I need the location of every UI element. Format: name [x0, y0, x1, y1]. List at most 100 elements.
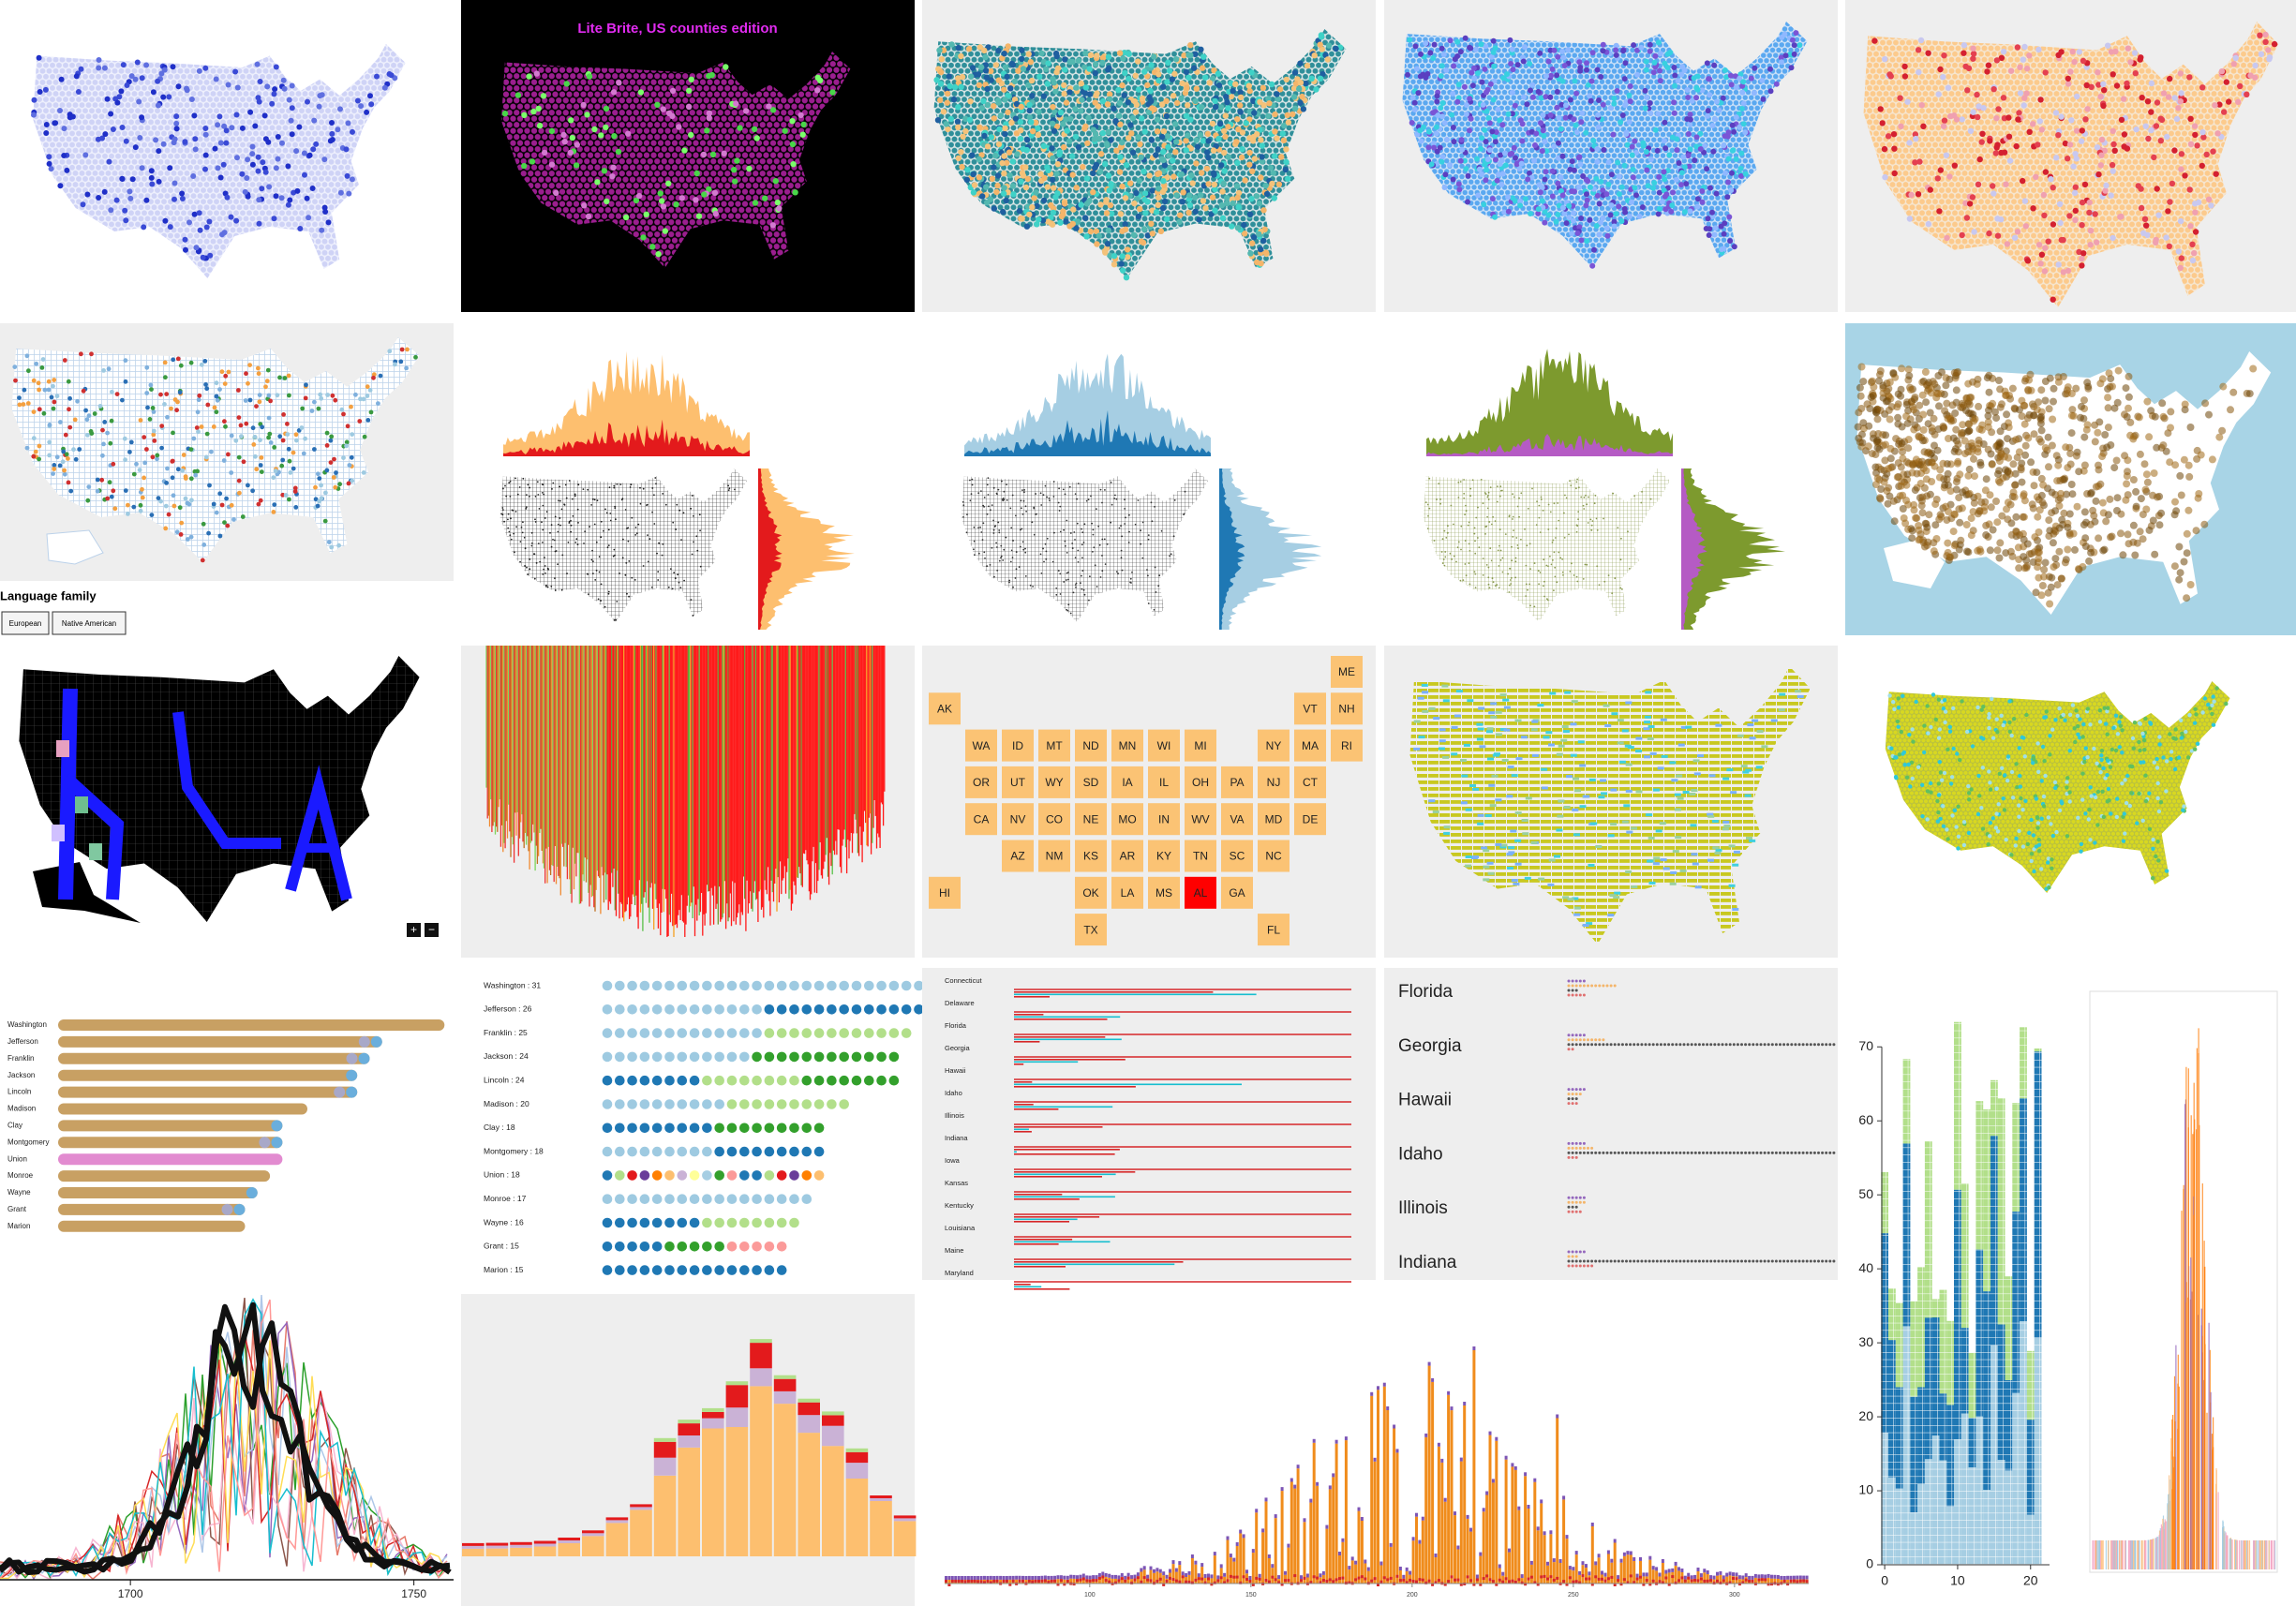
filter-button[interactable] — [52, 611, 127, 635]
map-dot — [1559, 192, 1566, 199]
state-tile-label[interactable]: SD — [1083, 776, 1099, 789]
map-dot — [1055, 587, 1058, 589]
map-dot — [1583, 202, 1589, 209]
state-tile-label[interactable]: IA — [1122, 776, 1132, 789]
map-dot — [1624, 141, 1631, 148]
map-dot — [197, 393, 202, 398]
map-dot — [2048, 488, 2056, 497]
state-tile-label[interactable]: UT — [1010, 776, 1026, 789]
map-dot — [1899, 505, 1907, 513]
map-dot — [1946, 375, 1954, 383]
state-tile-label[interactable]: VT — [1303, 702, 1318, 715]
map-dot — [354, 97, 361, 104]
map-dot — [1857, 363, 1866, 371]
map-dot — [1956, 518, 1964, 527]
map-dot — [1647, 110, 1654, 116]
state-tile-label[interactable]: MO — [1118, 812, 1136, 825]
map-dot — [275, 156, 281, 162]
map-dot — [2197, 451, 2205, 459]
state-tile-label[interactable]: MA — [1302, 739, 1319, 752]
state-tile-label[interactable]: MI — [1194, 739, 1206, 752]
filter-button[interactable] — [1, 611, 50, 635]
map-dot — [1611, 96, 1618, 101]
state-tile-label[interactable]: AK — [937, 702, 952, 715]
state-tile-label[interactable]: MT — [1046, 739, 1063, 752]
map-dot — [2079, 199, 2086, 206]
state-tile-label[interactable]: WI — [1157, 739, 1171, 752]
map-dot — [183, 476, 188, 481]
map-dot — [531, 542, 533, 544]
alaska — [46, 529, 104, 565]
map-dot — [2048, 441, 2056, 450]
map-dot — [361, 396, 366, 402]
map-dot — [1672, 72, 1678, 79]
map-dot — [1043, 560, 1045, 563]
state-tile-label[interactable]: OR — [973, 776, 990, 789]
map-dot — [107, 480, 112, 485]
map-dot — [2104, 424, 2112, 432]
state-tile-label[interactable]: ME — [1338, 665, 1355, 678]
state-tile-label[interactable]: IL — [1159, 776, 1169, 789]
map-dot — [648, 560, 649, 563]
filter-button-label[interactable]: Native American — [62, 619, 116, 628]
state-tile-label[interactable]: NY — [1266, 739, 1282, 752]
map-dot — [2096, 480, 2105, 488]
map-dot — [345, 120, 351, 126]
map-dot — [237, 490, 242, 496]
map-dot — [1595, 124, 1602, 130]
map-dot — [606, 546, 609, 549]
state-tile-label[interactable]: MN — [1119, 739, 1137, 752]
map-dot — [319, 395, 324, 401]
state-tile-label[interactable]: NV — [1010, 812, 1026, 825]
map-dot — [513, 532, 515, 535]
map-dot — [85, 498, 91, 503]
zoom-label[interactable]: − — [428, 923, 435, 936]
state-tile-label[interactable]: NJ — [1267, 776, 1281, 789]
map-dot — [2175, 105, 2182, 112]
state-tile-label[interactable]: NE — [1083, 812, 1099, 825]
map-dot — [1253, 193, 1260, 200]
map-dot — [160, 141, 167, 147]
state-tile-label[interactable]: ND — [1082, 739, 1099, 752]
map-dot — [289, 82, 295, 89]
state-tile-label[interactable]: PA — [1230, 776, 1244, 789]
map-dot — [1555, 212, 1561, 217]
map-dot — [1039, 553, 1042, 556]
state-tile-label[interactable]: OH — [1192, 776, 1209, 789]
map-dot — [2118, 116, 2125, 124]
state-tile-label[interactable]: CO — [1046, 812, 1063, 825]
map-dot — [1468, 45, 1474, 52]
map-dot — [36, 54, 42, 61]
map-dot — [1956, 470, 1964, 479]
state-tile-label[interactable]: IN — [1158, 812, 1170, 825]
map-dot — [1451, 139, 1457, 145]
state-tile-label[interactable]: ID — [1012, 739, 1023, 752]
map-dot — [1685, 95, 1692, 100]
map-dot — [1737, 165, 1744, 171]
state-tile-label[interactable]: WA — [973, 739, 991, 752]
state-tile-label[interactable]: CT — [1303, 776, 1319, 789]
map-dot — [598, 571, 601, 573]
map-dot — [2014, 543, 2022, 552]
map-dot — [280, 438, 286, 443]
map-dot — [2075, 468, 2083, 476]
map-dot — [1994, 232, 2002, 239]
map-dot — [2218, 68, 2226, 75]
map-dot — [399, 347, 405, 352]
state-tile-label[interactable]: WY — [1045, 776, 1063, 789]
map-dot — [322, 209, 329, 215]
map-dot — [2145, 526, 2154, 534]
map-dot — [998, 531, 1001, 534]
map-dot — [1203, 165, 1211, 172]
map-dot — [1600, 41, 1606, 48]
map-dot — [2118, 213, 2125, 220]
state-tile-label[interactable]: NH — [1338, 702, 1354, 715]
map-dot — [123, 217, 129, 224]
zoom-label[interactable]: + — [410, 923, 417, 936]
state-tile-label[interactable]: CA — [974, 812, 990, 825]
state-tile-label[interactable]: RI — [1341, 739, 1352, 752]
map-dot — [174, 529, 180, 535]
map-dot — [1935, 402, 1943, 410]
filter-button-label[interactable]: European — [9, 619, 42, 628]
map-dot — [1915, 47, 1922, 53]
